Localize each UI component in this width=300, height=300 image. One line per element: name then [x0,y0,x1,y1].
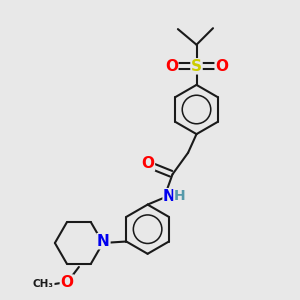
Text: N: N [97,234,110,249]
Text: O: O [165,59,178,74]
Text: O: O [60,275,74,290]
Text: O: O [215,59,228,74]
Text: CH₃: CH₃ [33,279,54,289]
Text: O: O [141,156,154,171]
Text: S: S [191,59,202,74]
Text: H: H [174,189,185,203]
Text: N: N [163,189,176,204]
